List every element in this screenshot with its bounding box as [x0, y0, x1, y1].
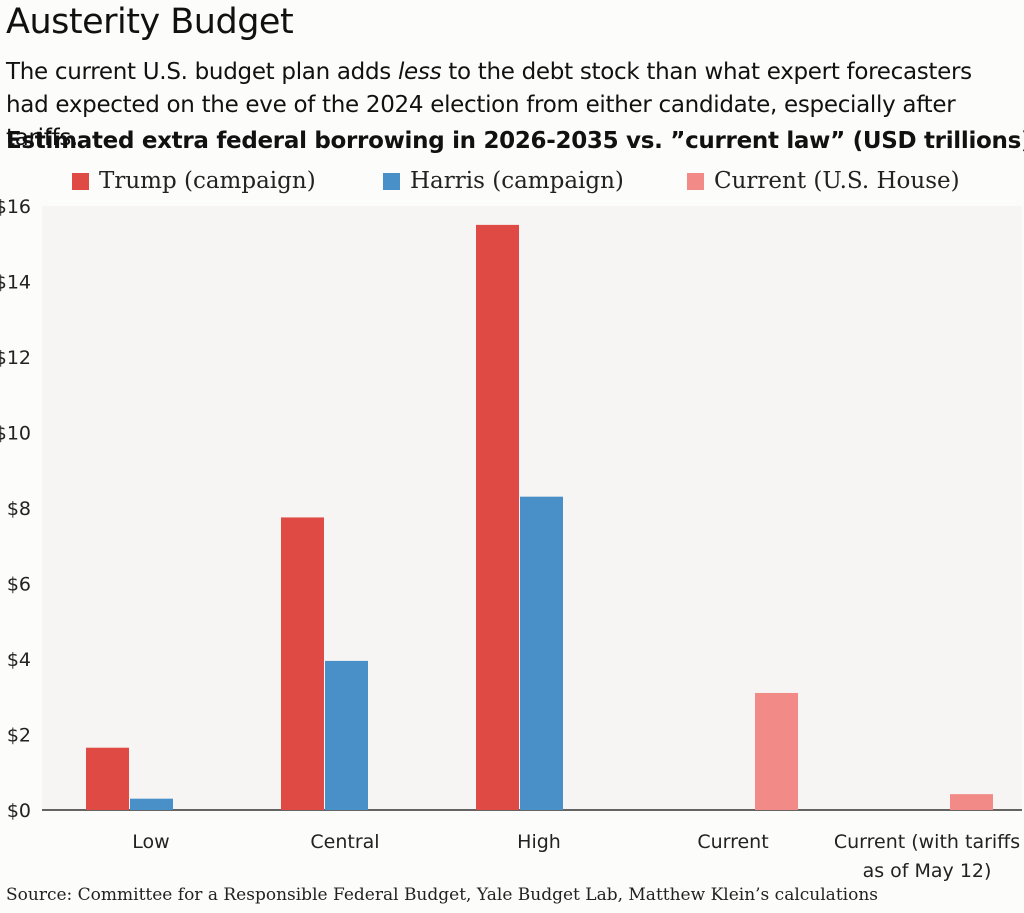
source-note: Source: Committee for a Responsible Fede… [6, 885, 878, 905]
legend-label-trump: Trump (campaign) [99, 168, 316, 194]
y-tick-label: $14 [0, 272, 31, 294]
chart-legend: Trump (campaign) Harris (campaign) Curre… [0, 168, 1024, 200]
bar [476, 224, 519, 810]
x-tick-label: as of May 12) [863, 860, 992, 882]
subtitle-text-start: The current U.S. budget plan adds [6, 59, 398, 85]
bar [86, 747, 129, 810]
y-tick-label: $4 [7, 649, 31, 671]
y-tick-label: $10 [0, 423, 31, 445]
legend-item-harris: Harris (campaign) [383, 168, 624, 194]
legend-item-current: Current (U.S. House) [687, 168, 960, 194]
bar [755, 692, 798, 810]
page-subtitle: The current U.S. budget plan adds less t… [6, 56, 1016, 155]
y-tick-label: $12 [0, 347, 31, 369]
chart-title: Estimated extra federal borrowing in 202… [6, 128, 1024, 154]
y-tick-label: $16 [0, 196, 31, 218]
legend-swatch-trump [72, 172, 89, 190]
y-tick-label: $8 [7, 498, 31, 520]
legend-swatch-harris [383, 172, 400, 190]
legend-swatch-current [687, 172, 704, 190]
y-tick-label: $6 [7, 574, 31, 596]
bar [950, 794, 993, 810]
x-tick-label: High [517, 831, 561, 853]
subtitle-text-end: to the debt stock than what expert forec… [6, 59, 972, 151]
subtitle-emphasis: less [397, 59, 442, 85]
y-tick-label: $2 [7, 725, 31, 747]
legend-label-harris: Harris (campaign) [410, 168, 624, 194]
legend-item-trump: Trump (campaign) [72, 168, 316, 194]
bar [130, 798, 173, 810]
x-tick-label: Current (with tariffs [834, 831, 1020, 853]
x-tick-label: Current [697, 831, 768, 853]
x-tick-label: Central [310, 831, 379, 853]
bar [325, 660, 368, 810]
bar [281, 517, 324, 810]
y-tick-label: $0 [7, 800, 31, 822]
bar [520, 496, 563, 810]
legend-label-current: Current (U.S. House) [714, 168, 960, 194]
page-title: Austerity Budget [6, 2, 294, 42]
x-tick-label: Low [132, 831, 169, 853]
